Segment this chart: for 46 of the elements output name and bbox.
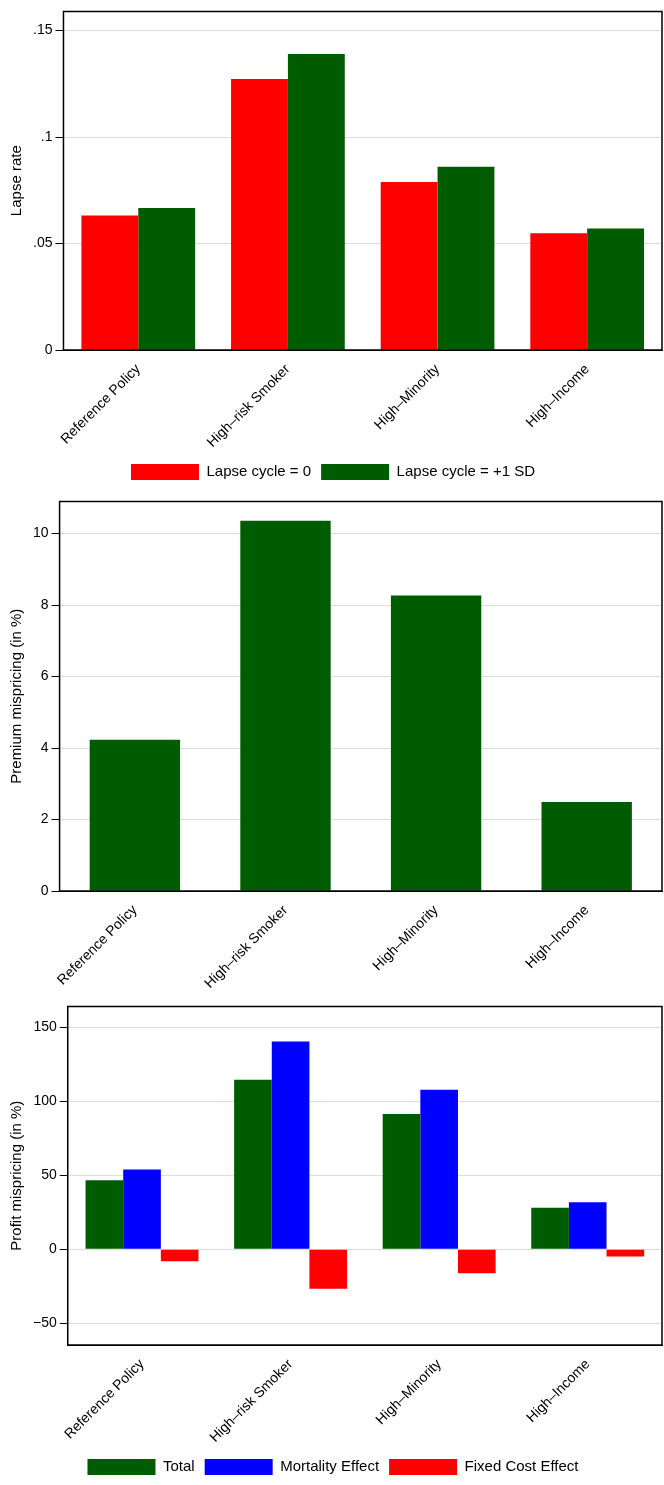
bar [380, 181, 438, 350]
legend-label: Total [162, 1457, 195, 1475]
bar [138, 207, 196, 350]
y-tick-label: 0 [48, 1240, 57, 1257]
bar [234, 1079, 272, 1249]
y-tick-label: 10 [32, 524, 49, 541]
bar [309, 1249, 348, 1289]
y-tick-label: 0 [40, 881, 49, 898]
bar [457, 1249, 496, 1274]
legend-label: Mortality Effect [280, 1457, 380, 1475]
y-tick-label: 8 [40, 595, 49, 612]
y-tick-label: 0 [44, 340, 53, 357]
y-tick-label: 50 [41, 1166, 57, 1183]
bar [81, 215, 139, 350]
y-tick-label: 2 [40, 810, 49, 827]
legend-label: Fixed Cost Effect [464, 1457, 580, 1475]
bar [231, 78, 288, 350]
y-tick-label: .1 [40, 127, 53, 144]
bar [541, 802, 632, 891]
y-axis-title: Lapse rate [7, 145, 25, 217]
y-tick-label: 100 [33, 1092, 57, 1109]
y-axis-title: Profit mispricing (in %) [7, 1100, 25, 1251]
legend-label: Lapse cycle = +1 SD [396, 462, 536, 480]
bar [271, 1041, 310, 1249]
bar [420, 1089, 458, 1249]
bar [240, 520, 331, 891]
bar [160, 1249, 199, 1262]
bar [568, 1202, 607, 1249]
y-tick-label: .15 [32, 21, 53, 38]
y-tick-label: 4 [40, 738, 49, 755]
y-tick-label: 150 [33, 1018, 57, 1034]
bar [382, 1114, 421, 1249]
y-tick-label: −50 [33, 1314, 57, 1331]
bar [587, 228, 645, 350]
legend-label: Lapse cycle = 0 [206, 462, 312, 480]
bar [437, 166, 495, 350]
bar [531, 1207, 569, 1249]
bar [123, 1169, 161, 1249]
y-axis-title: Premium mispricing (in %) [7, 608, 25, 784]
bar [390, 595, 482, 891]
bar [85, 1180, 124, 1249]
bar [530, 233, 588, 350]
bar [89, 739, 181, 891]
bar [287, 53, 345, 350]
y-tick-label: 6 [40, 667, 49, 684]
y-tick-label: .05 [32, 234, 53, 251]
